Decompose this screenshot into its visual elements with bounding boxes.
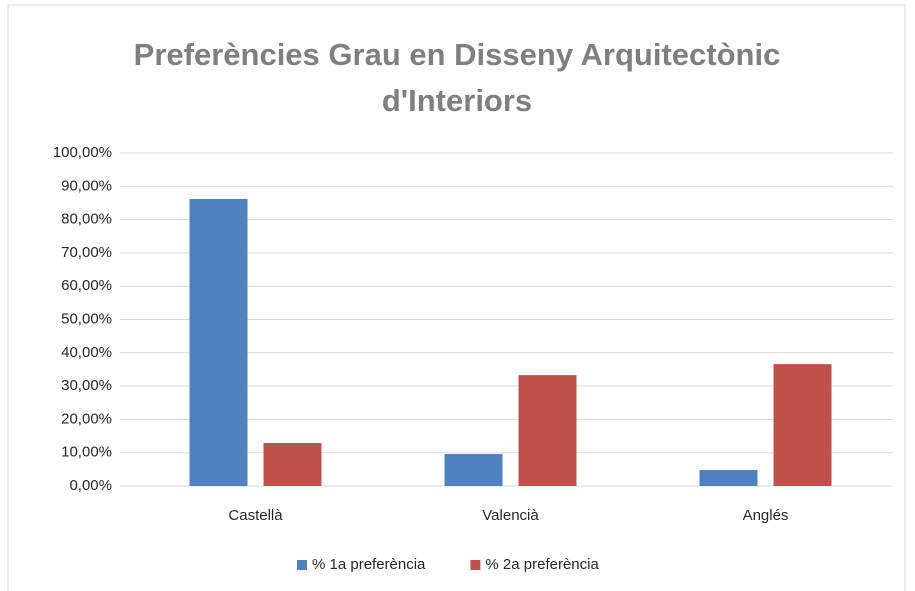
y-tick-label: 40,00% [61, 344, 112, 361]
y-tick-label: 20,00% [61, 410, 112, 427]
y-tick-label: 80,00% [61, 211, 112, 228]
bar [189, 198, 248, 487]
y-tick-label: 0,00% [69, 477, 112, 494]
y-tick-label: 60,00% [61, 277, 112, 294]
legend-label: % 1a preferència [312, 556, 426, 573]
legend-swatch [297, 560, 307, 570]
x-tick-label: Castellà [228, 507, 283, 524]
bar [444, 454, 503, 486]
bar [263, 443, 322, 486]
y-tick-label: 30,00% [61, 377, 112, 394]
y-tick-label: 90,00% [61, 177, 112, 194]
legend-swatch [470, 560, 481, 570]
y-tick-label: 50,00% [61, 310, 112, 327]
bar [699, 470, 758, 486]
y-tick-label: 70,00% [61, 244, 112, 261]
bar [518, 375, 577, 486]
chart-title: Preferències Grau en Disseny Arquitectòn… [133, 37, 781, 118]
legend-label: % 2a preferència [485, 556, 599, 573]
x-tick-label: Anglés [743, 507, 789, 524]
chart-border [7, 4, 906, 591]
x-tick-label: Valencià [482, 507, 539, 524]
y-tick-label: 10,00% [61, 444, 112, 461]
y-tick-label: 100,00% [53, 144, 112, 161]
bar [773, 364, 832, 486]
